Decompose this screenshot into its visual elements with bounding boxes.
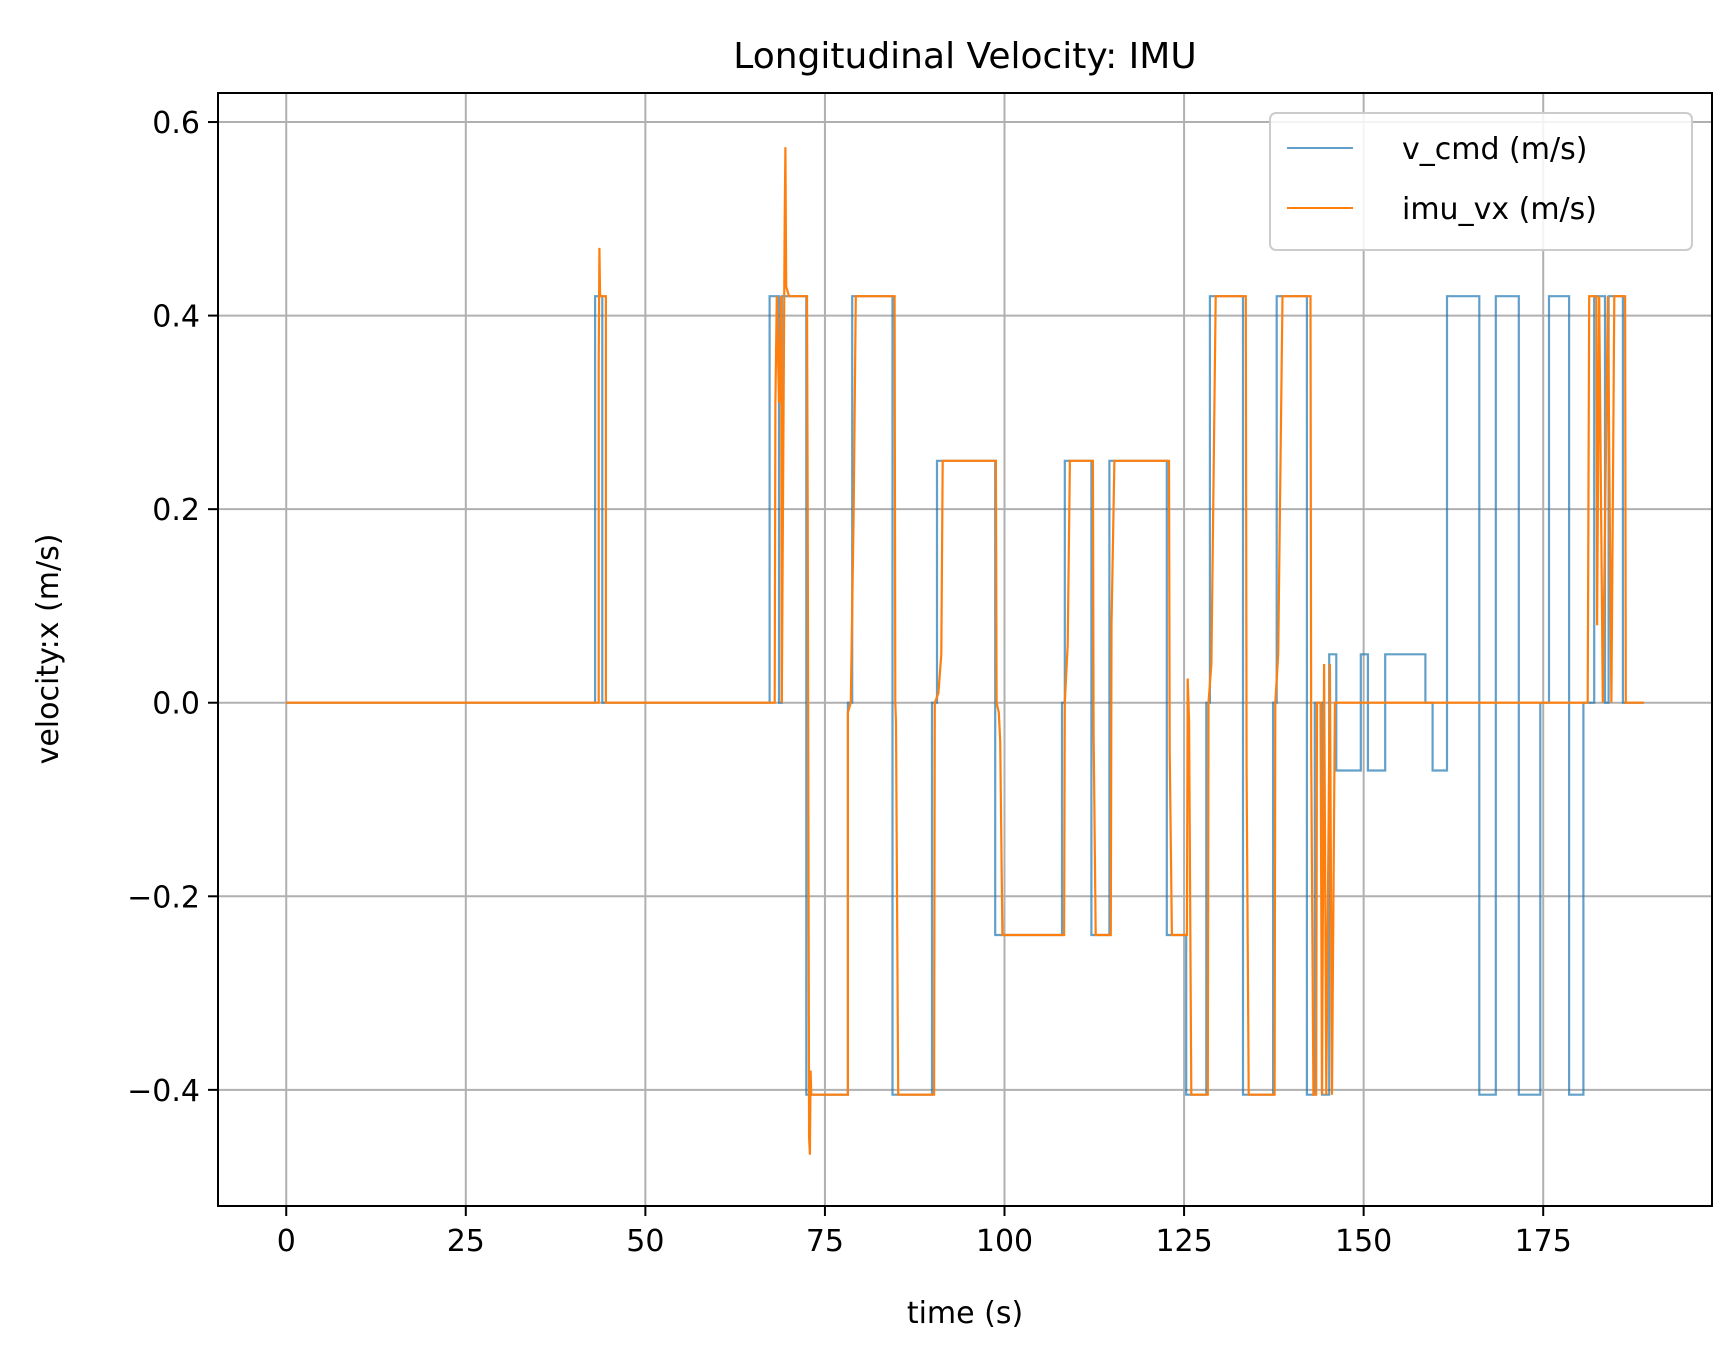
series-line-imu-vx [286,147,1644,1155]
x-tick-label: 175 [1515,1224,1572,1259]
tick-group: 0 25 50 75 100 125 150 175 −0.4 −0.2 0.0 0.2 0.4 0.6 [127,106,1572,1259]
legend-box [1269,112,1693,251]
y-tick-label: 0.6 [152,106,200,141]
plot-frame [217,92,1713,1207]
x-tick-label: 150 [1335,1224,1392,1259]
y-tick-label: −0.4 [127,1074,200,1109]
y-tick-label: 0.4 [152,300,200,335]
x-tick-label: 50 [626,1224,664,1259]
y-tick-label: 0.0 [152,687,200,722]
x-tick-label: 25 [447,1224,485,1259]
chart-title: Longitudinal Velocity: IMU [733,36,1196,77]
series-group [286,147,1644,1155]
legend-label-imu-vx: imu_vx (m/s) [1402,192,1597,227]
x-tick-label: 125 [1155,1224,1212,1259]
legend-label-v-cmd: v_cmd (m/s) [1402,132,1587,167]
x-axis-label: time (s) [907,1296,1023,1331]
legend: v_cmd (m/s) imu_vx (m/s) [1269,112,1693,251]
x-tick-label: 100 [976,1224,1033,1259]
y-axis-label: velocity:x (m/s) [31,534,66,765]
x-tick-label: 0 [277,1224,296,1259]
y-tick-label: 0.2 [152,493,200,528]
x-tick-label: 75 [806,1224,844,1259]
y-tick-label: −0.2 [127,880,200,915]
